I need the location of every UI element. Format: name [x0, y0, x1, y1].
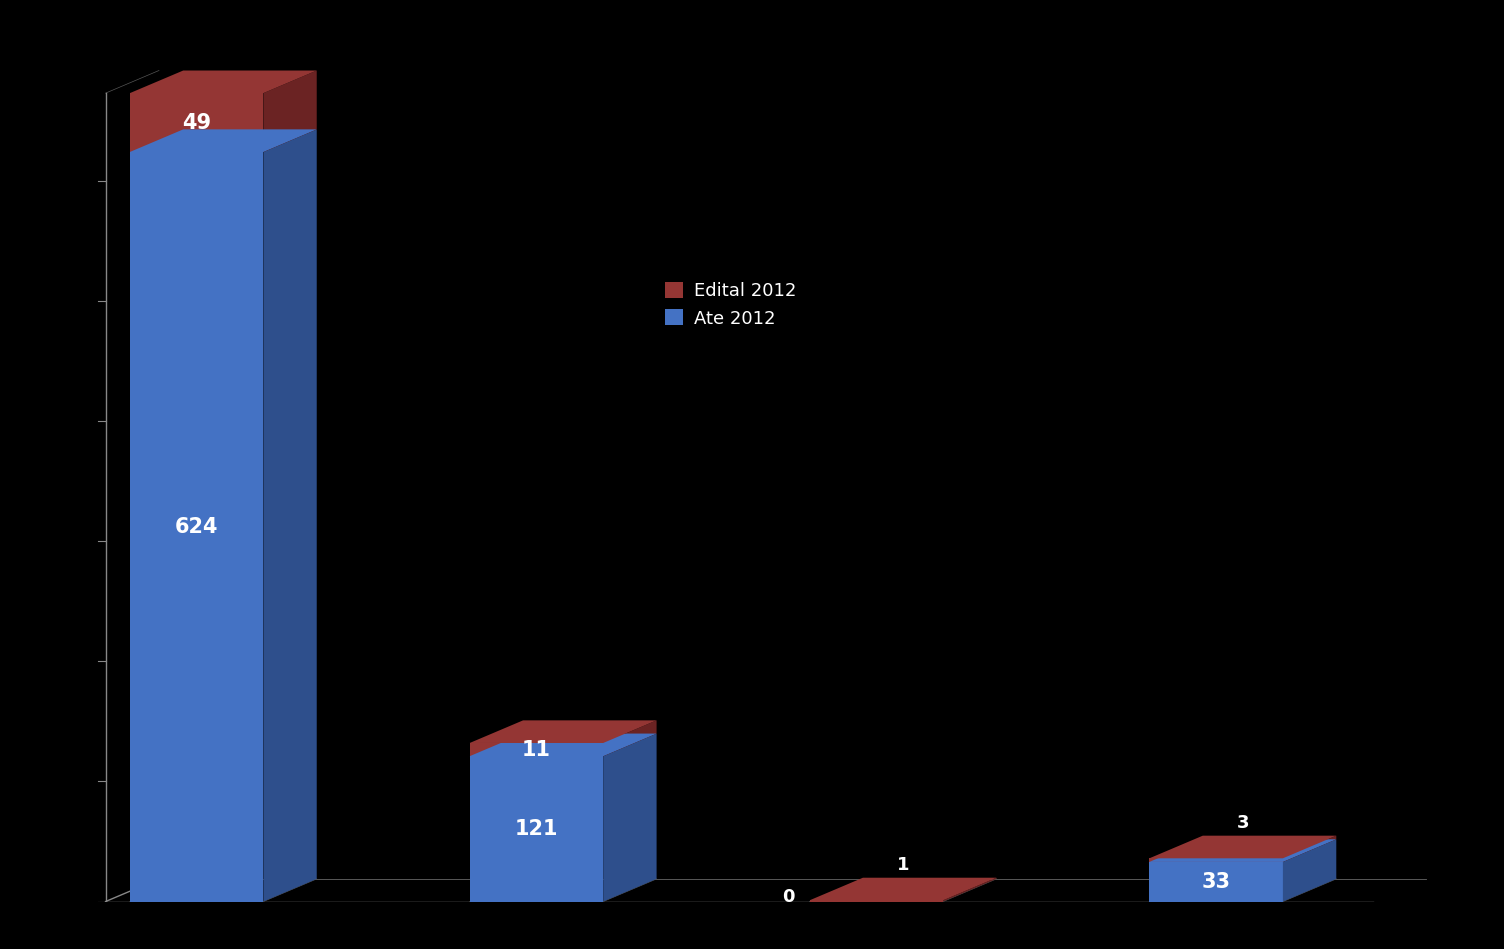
Polygon shape	[129, 70, 317, 93]
Polygon shape	[129, 129, 317, 152]
Polygon shape	[129, 152, 263, 902]
Text: 33: 33	[1202, 872, 1230, 892]
Polygon shape	[263, 70, 317, 152]
Polygon shape	[943, 878, 997, 902]
Polygon shape	[469, 720, 657, 743]
Polygon shape	[1283, 836, 1336, 862]
Polygon shape	[129, 93, 263, 152]
Polygon shape	[809, 901, 943, 902]
Text: 121: 121	[514, 819, 558, 839]
Text: 624: 624	[174, 517, 218, 537]
Legend: Edital 2012, Ate 2012: Edital 2012, Ate 2012	[665, 282, 797, 327]
Polygon shape	[1149, 836, 1336, 858]
Polygon shape	[1149, 862, 1283, 902]
Text: 3: 3	[1236, 813, 1250, 831]
Text: 1: 1	[896, 856, 910, 874]
Polygon shape	[603, 734, 657, 902]
Polygon shape	[1149, 858, 1283, 862]
Text: 11: 11	[522, 739, 550, 759]
Text: 49: 49	[182, 113, 211, 133]
Polygon shape	[1149, 839, 1336, 862]
Polygon shape	[469, 743, 603, 756]
Polygon shape	[469, 756, 603, 902]
Text: 0: 0	[782, 887, 796, 905]
Polygon shape	[809, 878, 997, 901]
Polygon shape	[263, 129, 317, 902]
Polygon shape	[469, 734, 657, 756]
Polygon shape	[1283, 839, 1336, 902]
Polygon shape	[603, 720, 657, 756]
